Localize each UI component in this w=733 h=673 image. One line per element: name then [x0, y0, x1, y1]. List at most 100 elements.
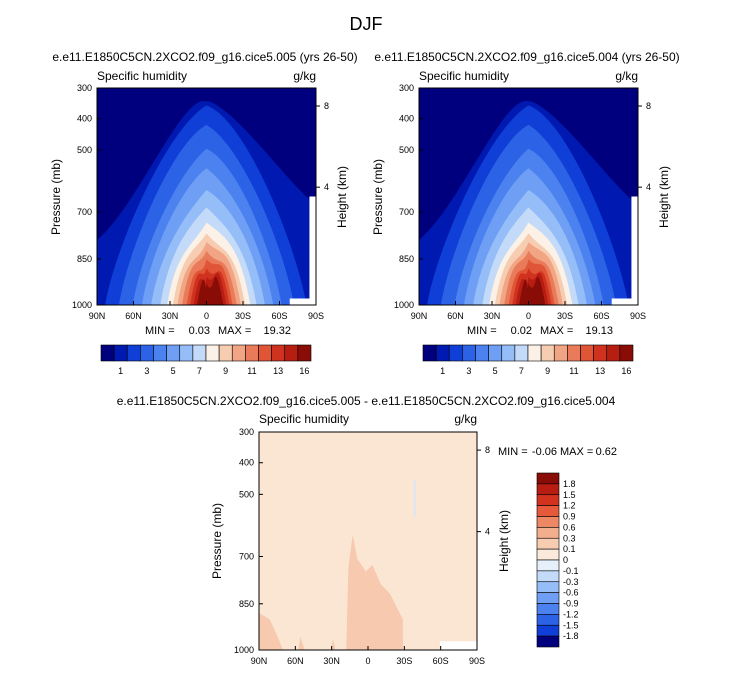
colorbar-label: 0.1 — [563, 544, 576, 554]
contour-band-level-15 — [197, 276, 224, 305]
x-tick-label: 60S — [593, 311, 609, 321]
colorbar-label: 11 — [569, 366, 578, 376]
y-tick-label: 1000 — [234, 645, 254, 655]
colorbar-swatch — [536, 494, 560, 506]
x-tick-label: 30N — [323, 656, 340, 666]
y-right-tick-label: 8 — [485, 445, 490, 455]
max-value: 19.32 — [263, 325, 291, 337]
colorbar-label: 0.9 — [563, 512, 576, 522]
min-value: 0.02 — [511, 325, 532, 337]
colorbar-swatch — [448, 344, 463, 362]
colorbar-swatch — [218, 344, 233, 362]
colorbar-label: -0.6 — [563, 588, 579, 598]
x-tick-label: 90S — [469, 656, 485, 666]
colorbar-swatch — [514, 344, 529, 362]
max-value: 0.62 — [596, 446, 617, 458]
colorbar-swatch — [231, 344, 246, 362]
missing-data-region — [439, 641, 477, 650]
colorbar-label: 5 — [171, 366, 176, 376]
y-tick-label: 850 — [77, 254, 92, 264]
x-tick-label: 60S — [271, 311, 287, 321]
y-axis-label: Pressure (mb) — [49, 159, 63, 235]
colorbar-swatch — [536, 581, 560, 593]
colorbar-swatch — [593, 344, 608, 362]
max-label: MAX = — [540, 325, 573, 337]
units-label: g/kg — [615, 69, 638, 83]
y-axis-label: Pressure (mb) — [371, 159, 385, 235]
x-tick-label: 30N — [162, 311, 179, 321]
x-tick-label: 90N — [411, 311, 428, 321]
colorbar-swatch — [284, 344, 299, 362]
colorbar-label: -0.9 — [563, 599, 579, 609]
contour-band-positive — [259, 612, 283, 650]
y-axis-label-right: Height (km) — [657, 166, 671, 228]
x-tick-label: 30S — [235, 311, 251, 321]
left-label: Specific humidity — [97, 69, 187, 83]
colorbar-swatch — [271, 344, 286, 362]
y-right-tick-label: 8 — [646, 101, 651, 111]
colorbar-swatch — [580, 344, 594, 362]
colorbar-swatch — [536, 505, 560, 517]
colorbar-label: 16 — [299, 366, 309, 376]
colorbar-swatch — [536, 548, 560, 561]
panel-title: e.e11.E1850C5CN.2XCO2.f09_g16.cice5.005 … — [52, 50, 357, 64]
y-axis-label: Pressure (mb) — [210, 503, 224, 579]
x-tick-label: 30N — [484, 311, 501, 321]
x-tick-label: 90N — [89, 311, 106, 321]
colorbar-swatch — [179, 344, 194, 362]
colorbar-label: -1.5 — [563, 620, 579, 630]
colorbar-label: 7 — [197, 366, 202, 376]
colorbar-label: 13 — [595, 366, 605, 376]
x-tick-label: 0 — [365, 656, 370, 666]
colorbar-swatch — [536, 624, 560, 637]
colorbar-swatch — [205, 344, 220, 362]
y-tick-label: 1000 — [394, 300, 414, 310]
y-right-tick-label: 4 — [485, 527, 490, 537]
panel-title: e.e11.E1850C5CN.2XCO2.f09_g16.cice5.004 … — [374, 50, 679, 64]
colorbar-swatch — [527, 344, 542, 362]
colorbar-label: -0.3 — [563, 577, 579, 587]
colorbar-swatch — [536, 527, 560, 539]
colorbar-label: 3 — [144, 366, 149, 376]
min-value: -0.06 — [532, 446, 557, 458]
x-tick-label: 60N — [447, 311, 464, 321]
colorbar-swatch — [435, 344, 450, 362]
colorbar-swatch — [536, 483, 560, 496]
colorbar-label: 5 — [493, 366, 498, 376]
colorbar-swatch — [192, 344, 207, 362]
axes: 90N 60N 30N 0 30S 60S 90S 300 400 500 700 850 1000 8 4 — [234, 427, 490, 666]
y-right-tick-label: 4 — [646, 182, 651, 192]
colorbar-swatch — [536, 603, 560, 615]
colorbar-swatch — [553, 344, 568, 362]
left-label: Specific humidity — [419, 69, 509, 83]
colorbar-swatch — [536, 570, 560, 583]
colorbar-label: -1.8 — [563, 631, 579, 641]
colorbar-top-right: 1 3 5 7 9 11 13 16 — [422, 344, 634, 376]
colorbar-label: -1.2 — [563, 609, 579, 619]
colorbar-label: 1 — [440, 366, 445, 376]
y-tick-label: 700 — [399, 207, 414, 217]
figure-title: DJF — [350, 14, 383, 34]
axes: 90N 60N 30N 0 30S 60S 90S 300 400 500 700 850 1000 8 4 — [394, 83, 651, 321]
y-tick-label: 850 — [239, 599, 254, 609]
colorbar-difference: 1.81.51.20.90.60.30.10-0.1-0.3-0.6-0.9-1… — [536, 472, 579, 648]
colorbar-swatch — [567, 344, 581, 362]
colorbar-label: 11 — [247, 366, 256, 376]
units-label: g/kg — [454, 412, 477, 426]
min-label: MIN = — [467, 325, 497, 337]
y-tick-label: 500 — [77, 145, 92, 155]
colorbar-swatch — [462, 344, 476, 362]
colorbar-swatch — [475, 344, 489, 362]
stats-readout: MIN = 0.02 MAX = 19.13 — [467, 325, 613, 337]
x-tick-label: 90S — [630, 311, 646, 321]
x-tick-label: 60N — [287, 656, 304, 666]
colorbar-label: 7 — [519, 366, 524, 376]
colorbar-swatch — [536, 614, 560, 626]
colorbar-swatch — [100, 344, 115, 362]
colorbar-swatch — [113, 344, 128, 362]
panel-difference: e.e11.E1850C5CN.2XCO2.f09_g16.cice5.005 … — [117, 394, 617, 666]
colorbar-swatch — [488, 344, 503, 362]
colorbar-label: 1.2 — [563, 501, 576, 511]
colorbar-swatch — [126, 344, 141, 362]
colorbar-label: 3 — [466, 366, 471, 376]
